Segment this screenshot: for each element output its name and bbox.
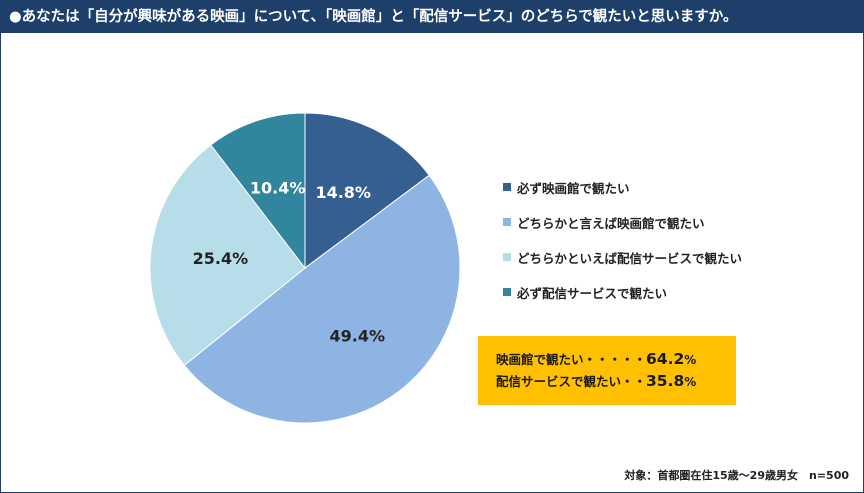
legend-swatch-1: [503, 183, 511, 191]
legend-item-3: どちらかといえば配信サービスで観たい: [503, 244, 742, 270]
legend-label-3: どちらかといえば配信サービスで観たい: [517, 250, 743, 266]
legend-label-4: 必ず配信サービスで観たい: [517, 285, 668, 301]
legend-swatch-3: [503, 253, 511, 261]
summary-theater-unit: %: [684, 353, 697, 367]
summary-theater-label: 映画館で観たい・・・・・: [496, 352, 647, 367]
summary-streaming-label: 配信サービスで観たい・・: [496, 374, 647, 389]
legend-item-4: 必ず配信サービスで観たい: [503, 279, 742, 305]
summary-box: 映画館で観たい・・・・・64.2% 配信サービスで観たい・・35.8%: [478, 336, 736, 405]
legend-swatch-2: [503, 218, 511, 226]
pie-slice-label-2: 49.4%: [329, 326, 385, 345]
legend-item-2: どちらかと言えば映画館で観たい: [503, 209, 742, 235]
legend: 必ず映画館で観たいどちらかと言えば映画館で観たいどちらかといえば配信サービスで観…: [503, 174, 742, 314]
summary-row-theater: 映画館で観たい・・・・・64.2%: [496, 348, 736, 370]
summary-theater-value: 64.2: [646, 350, 685, 368]
summary-streaming-value: 35.8: [646, 372, 685, 390]
legend-item-1: 必ず映画館で観たい: [503, 174, 742, 200]
legend-label-2: どちらかと言えば映画館で観たい: [517, 215, 705, 231]
pie-slice-label-1: 14.8%: [315, 183, 371, 202]
legend-swatch-4: [503, 288, 511, 296]
legend-label-1: 必ず映画館で観たい: [517, 180, 630, 196]
pie-slice-label-3: 25.4%: [193, 249, 249, 268]
pie-slice-1: [304, 112, 430, 269]
pie-slice-label-4: 10.4%: [250, 178, 306, 197]
footnote: 対象：首都圏在住15歳～29歳男女 n=500: [624, 469, 849, 482]
chart-title: ●あなたは「自分が興味がある映画」について、「映画館」と「配信サービス」のどちら…: [1, 1, 863, 33]
summary-streaming-unit: %: [684, 375, 697, 389]
pie-slice-2: [183, 174, 461, 424]
pie-slice-4: [210, 112, 306, 270]
pie-slice-3: [149, 144, 306, 366]
summary-row-streaming: 配信サービスで観たい・・35.8%: [496, 370, 736, 392]
